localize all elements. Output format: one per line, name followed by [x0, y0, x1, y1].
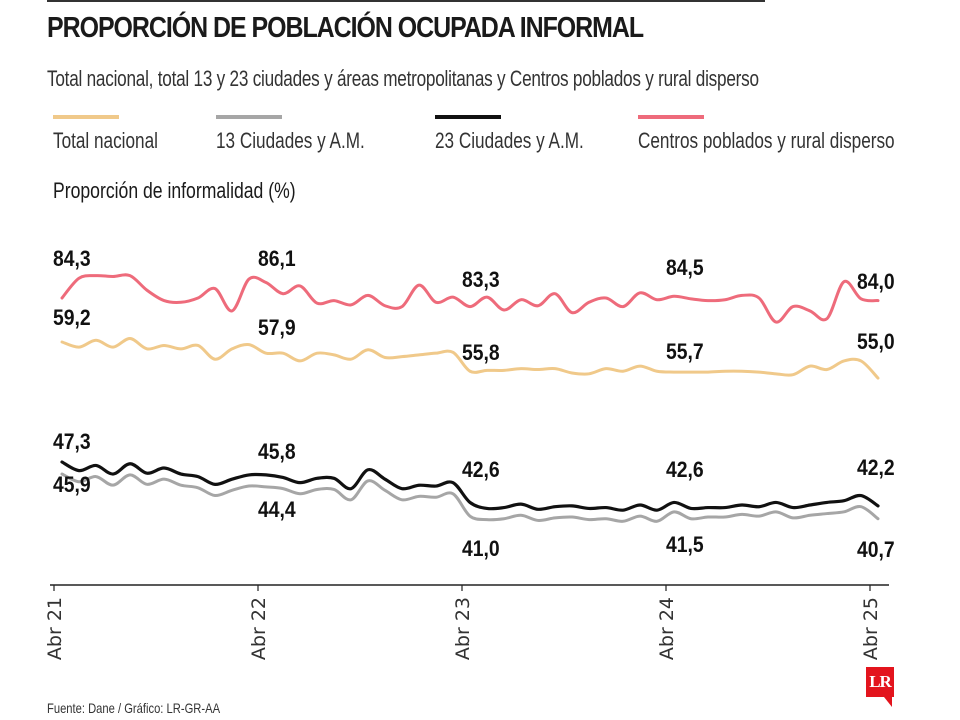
- legend: Total nacional 13 Ciudades y A.M. 23 Ciu…: [0, 110, 960, 160]
- top-rule: [47, 0, 765, 2]
- data-label: 45,9: [53, 473, 91, 497]
- chart-subtitle: Total nacional, total 13 y 23 ciudades y…: [47, 66, 759, 91]
- chart-title: PROPORCIÓN DE POBLACIÓN OCUPADA INFORMAL: [47, 12, 644, 44]
- data-label: 83,3: [462, 268, 500, 292]
- legend-label: Total nacional: [53, 128, 158, 153]
- legend-label: 13 Ciudades y A.M.: [216, 128, 365, 153]
- data-label: 84,3: [53, 247, 91, 271]
- data-label: 44,4: [258, 498, 296, 522]
- series-line-ciudades-13: [60, 472, 880, 523]
- data-label: 59,2: [53, 306, 91, 330]
- x-tick-label: Abr 23: [452, 597, 474, 660]
- series-line-ciudades-23: [60, 460, 880, 512]
- x-tick-label: Abr 21: [44, 597, 66, 660]
- y-axis-label: Proporción de informalidad (%): [53, 178, 296, 203]
- lr-logo: LR: [866, 667, 894, 697]
- legend-label: 23 Ciudades y A.M.: [435, 128, 584, 153]
- data-label: 40,7: [857, 538, 895, 562]
- legend-label: Centros poblados y rural disperso: [638, 128, 895, 153]
- data-label: 47,3: [53, 430, 91, 454]
- data-label: 42,2: [857, 456, 895, 480]
- series-line-rural: [60, 273, 880, 324]
- data-label: 41,5: [666, 533, 704, 557]
- logo-tail: [884, 697, 892, 707]
- data-label: 45,8: [258, 440, 296, 464]
- legend-swatch-total-nacional: [53, 115, 119, 119]
- legend-swatch-rural: [638, 115, 704, 119]
- data-label: 42,6: [462, 458, 500, 482]
- data-label: 86,1: [258, 247, 296, 271]
- x-tick-label: Abr 25: [860, 597, 882, 660]
- data-label: 57,9: [258, 316, 296, 340]
- legend-swatch-23-ciudades: [435, 115, 501, 119]
- logo-text: LR: [869, 672, 892, 691]
- x-tick-label: Abr 22: [248, 597, 270, 660]
- data-label: 55,0: [857, 330, 895, 354]
- data-label: 55,7: [666, 340, 704, 364]
- data-label: 42,6: [666, 458, 704, 482]
- x-tick-label: Abr 24: [656, 597, 678, 660]
- data-label: 84,0: [857, 270, 895, 294]
- source-note: Fuente: Dane / Gráfico: LR-GR-AA: [47, 700, 221, 716]
- data-label: 55,8: [462, 341, 500, 365]
- series-line-total-nacional: [60, 337, 880, 380]
- data-label: 41,0: [462, 537, 500, 561]
- legend-swatch-13-ciudades: [216, 115, 282, 119]
- data-label: 84,5: [666, 256, 704, 280]
